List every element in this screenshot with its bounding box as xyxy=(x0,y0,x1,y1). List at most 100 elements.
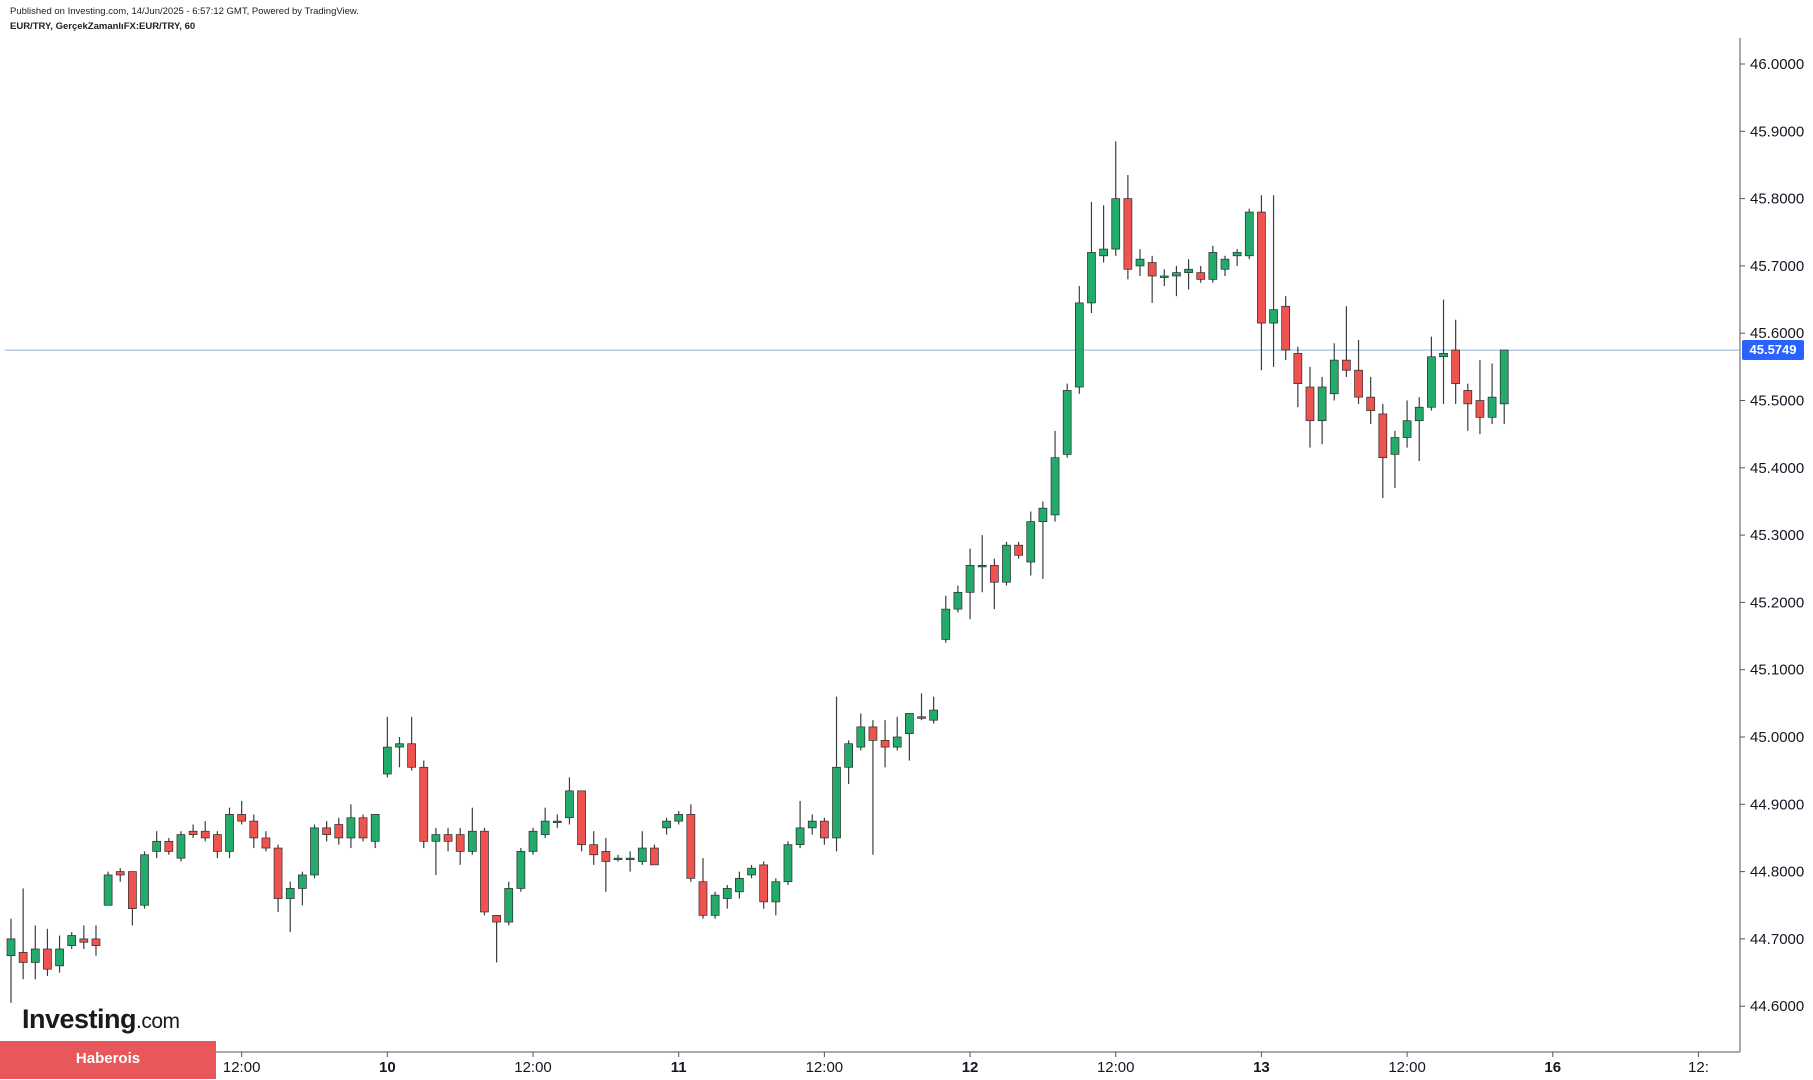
candle-body-up xyxy=(771,881,781,903)
candle-body-down xyxy=(577,790,586,846)
candle xyxy=(783,841,793,886)
candle-body-up xyxy=(832,766,841,839)
candle-body-up xyxy=(1414,406,1424,422)
candle-body-up xyxy=(795,827,805,846)
candle xyxy=(1439,299,1448,404)
candle xyxy=(1172,265,1181,297)
candle xyxy=(43,928,52,976)
candle xyxy=(55,935,64,973)
candle xyxy=(771,878,781,916)
y-tick-label: 46.0000 xyxy=(1750,56,1804,73)
candle-body-up xyxy=(1111,198,1121,250)
candle-body-up xyxy=(1317,386,1327,422)
candle xyxy=(516,848,526,892)
candle xyxy=(710,891,720,919)
candle-body-up xyxy=(540,820,550,835)
candle-body-up xyxy=(1439,353,1448,358)
candle-body-up xyxy=(1269,309,1278,324)
candle-body-up xyxy=(140,854,149,906)
candle-body-down xyxy=(698,881,708,916)
candle xyxy=(1062,383,1072,458)
candle-body-up xyxy=(431,834,441,842)
candle xyxy=(1257,195,1266,371)
candle-body-down xyxy=(249,820,259,839)
candle-body-down xyxy=(1147,262,1157,277)
candle xyxy=(929,696,938,724)
y-tick-label: 45.3000 xyxy=(1750,527,1804,544)
candle xyxy=(115,868,125,882)
candle xyxy=(565,777,574,825)
candle xyxy=(455,827,465,865)
candle xyxy=(747,864,756,879)
candle xyxy=(273,844,283,912)
candle-body-down xyxy=(1463,390,1473,405)
candle xyxy=(1463,383,1473,431)
last-price-tag: 45.5749 xyxy=(1742,340,1804,361)
candle-body-up xyxy=(516,851,526,889)
candle xyxy=(419,760,429,849)
candle-body-up xyxy=(1220,258,1230,270)
candle xyxy=(310,824,319,879)
candle-body-down xyxy=(686,814,696,879)
candle xyxy=(1487,363,1497,425)
candle-body-down xyxy=(91,938,101,946)
candle-body-down xyxy=(759,864,769,903)
candle-body-up xyxy=(1074,302,1084,388)
candle-body-down xyxy=(1196,272,1206,280)
candle xyxy=(674,811,684,825)
candle xyxy=(722,885,732,909)
candle xyxy=(577,790,586,852)
candle xyxy=(1293,346,1303,408)
x-tick-label: 12:00 xyxy=(1097,1059,1135,1076)
candle-body-up xyxy=(504,888,514,923)
candle-body-up xyxy=(1402,420,1412,438)
y-tick-label: 45.4000 xyxy=(1750,460,1804,477)
candle-body-up xyxy=(1427,356,1436,408)
candle xyxy=(1244,208,1254,260)
candle xyxy=(1390,430,1400,488)
candle-body-up xyxy=(370,814,380,842)
candle-body-up xyxy=(1062,390,1072,455)
x-tick-label: 13 xyxy=(1253,1059,1270,1076)
candle-body-down xyxy=(334,824,344,839)
candle-body-down xyxy=(79,938,89,943)
candle-body-up xyxy=(395,743,404,748)
candle xyxy=(1123,175,1133,280)
candle-body-down xyxy=(443,834,453,842)
candle xyxy=(176,831,186,862)
candle-body-up xyxy=(285,888,295,899)
y-tick-label: 45.6000 xyxy=(1750,325,1804,342)
candle-body-up xyxy=(735,877,744,893)
candle-body-down xyxy=(1281,305,1291,351)
candle xyxy=(540,807,550,838)
published-notice: Published on Investing.com, 14/Jun/2025 … xyxy=(10,6,359,17)
candle-body-down xyxy=(1342,359,1351,371)
candle xyxy=(1196,265,1206,283)
candle-body-up xyxy=(941,608,951,640)
candle-body-up xyxy=(953,591,963,610)
y-tick-label: 45.0000 xyxy=(1750,729,1804,746)
candle-body-up xyxy=(674,814,684,822)
symbol-title: EUR/TRY, GerçekZamanlıFX:EUR/TRY, 60 xyxy=(10,21,196,32)
candle-body-down xyxy=(261,837,271,849)
candle-body-up xyxy=(103,874,113,906)
haberois-watermark: Haberois xyxy=(0,1041,216,1079)
x-tick-label: 11 xyxy=(671,1059,687,1076)
candle xyxy=(152,831,162,859)
candle xyxy=(650,844,659,866)
y-tick-label: 45.2000 xyxy=(1750,594,1804,611)
candle-body-up xyxy=(1135,258,1145,267)
candle-body-up xyxy=(807,820,817,829)
candle xyxy=(188,824,198,838)
candle xyxy=(1050,430,1060,522)
candle-body-down xyxy=(1293,353,1303,385)
candle xyxy=(686,804,696,882)
candle xyxy=(1329,343,1339,401)
candle xyxy=(67,932,77,949)
x-tick-label: 12 xyxy=(962,1059,979,1076)
candle xyxy=(1087,201,1096,314)
candle-body-down xyxy=(322,827,331,835)
candle xyxy=(249,814,259,849)
candle xyxy=(953,585,963,613)
